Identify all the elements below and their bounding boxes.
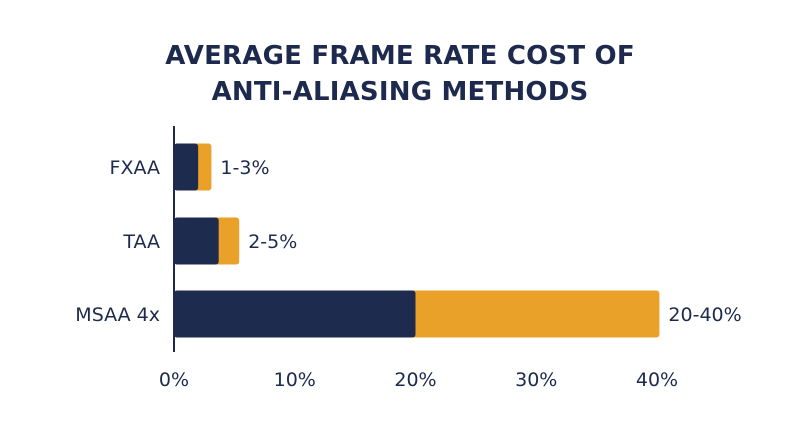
range-labels: 1-3% 2-5% 20-40% <box>220 157 741 326</box>
category-labels: FXAA TAA MSAA 4x <box>75 157 160 326</box>
chart-title-line-1: AVERAGE FRAME RATE COST OF <box>165 41 635 71</box>
x-tick-label: 30% <box>515 369 557 391</box>
chart-title-line-2: ANTI-ALIASING METHODS <box>211 77 589 107</box>
x-tick-label: 10% <box>274 369 316 391</box>
x-tick-label: 0% <box>159 369 189 391</box>
category-label: MSAA 4x <box>75 304 160 326</box>
bar-taa-segment-1 <box>174 217 219 265</box>
bars-group <box>174 143 660 338</box>
chart-title: AVERAGE FRAME RATE COST OF ANTI-ALIASING… <box>0 38 800 110</box>
category-label: TAA <box>122 231 160 253</box>
range-label: 20-40% <box>668 304 741 326</box>
range-label: 1-3% <box>220 157 269 179</box>
x-tick-labels: 0% 10% 20% 30% 40% <box>159 369 678 391</box>
x-tick-label: 20% <box>394 369 436 391</box>
bar-msaa-4x-segment-1 <box>174 290 416 338</box>
category-label: FXAA <box>110 157 160 179</box>
bar-fxaa-segment-1 <box>174 143 199 191</box>
range-label: 2-5% <box>248 231 297 253</box>
x-tick-label: 40% <box>636 369 678 391</box>
